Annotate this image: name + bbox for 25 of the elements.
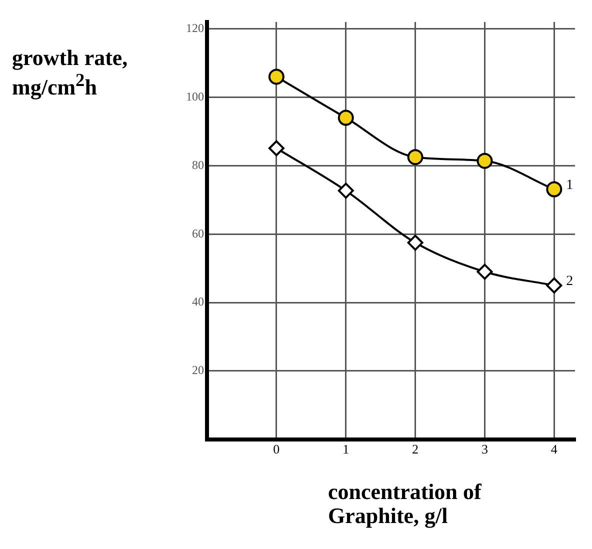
- point: [407, 149, 424, 166]
- point: [407, 234, 424, 251]
- y-tick-label: 80: [192, 158, 204, 172]
- y-tick-label: 60: [192, 226, 204, 240]
- point: [546, 277, 562, 294]
- y-tick-label: 40: [192, 294, 204, 309]
- x-tick-label: 1: [342, 442, 350, 457]
- point: [546, 181, 562, 198]
- y-tick-label: 120: [186, 21, 204, 35]
- series-label: 1: [566, 178, 574, 193]
- x-tick-label: 0: [273, 442, 280, 457]
- point: [476, 152, 493, 169]
- point: [268, 140, 284, 156]
- point: [338, 182, 354, 199]
- series-label: 2: [566, 274, 574, 290]
- x-tick-label: 3: [481, 442, 488, 457]
- y-tick-label: 20: [192, 363, 204, 378]
- point: [476, 264, 493, 280]
- point: [268, 68, 284, 85]
- x-axis-title: concentration of Graphite, g/l: [328, 479, 482, 528]
- y-tick-label: 100: [186, 89, 204, 104]
- x-tick-label: 2: [412, 442, 419, 457]
- y-axis-title: growth rate, mg/cm$^{2}$h: [12, 45, 129, 100]
- x-tick-label: 4: [550, 442, 558, 457]
- point: [338, 110, 354, 126]
